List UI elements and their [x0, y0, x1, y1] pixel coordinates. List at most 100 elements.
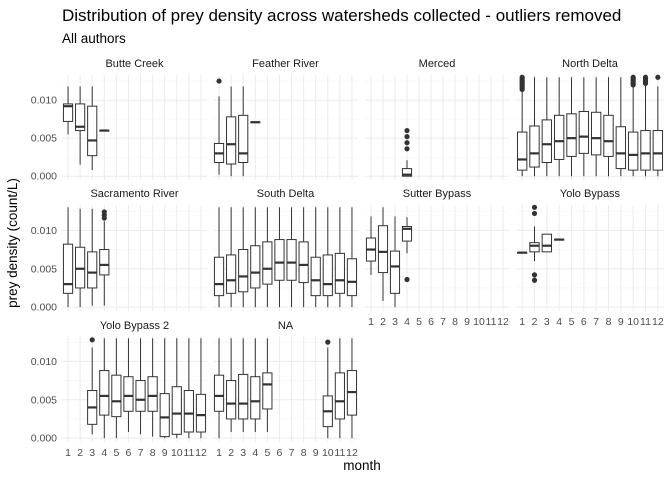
- panel-sacramento-river: Sacramento River 0.000 0.005 0.010: [31, 188, 207, 314]
- x-tick-label: 11: [486, 316, 497, 328]
- box-month-2: [529, 77, 540, 177]
- box-iqr: [541, 119, 553, 163]
- box-month-3: [238, 207, 249, 308]
- strip-label: Feather River: [252, 58, 319, 70]
- box-month-4: [99, 129, 110, 132]
- box-month-3: [541, 77, 553, 177]
- box-iqr: [195, 393, 207, 433]
- box-iqr: [171, 386, 182, 435]
- panel-butte-creek: Butte Creek 0.000 0.005 0.010: [31, 58, 207, 183]
- x-tick-label: 5: [113, 447, 119, 459]
- box-iqr: [627, 131, 639, 171]
- y-tick-label: 0.005: [31, 133, 57, 145]
- outlier-point: [630, 74, 636, 80]
- box-month-2: [226, 338, 237, 433]
- box-month-1: [365, 216, 377, 275]
- box-iqr: [346, 258, 358, 297]
- box-iqr: [262, 241, 273, 285]
- strip-label: South Delta: [257, 188, 315, 200]
- box-iqr: [322, 254, 333, 297]
- outlier-point: [404, 140, 410, 146]
- x-tick-label: 7: [440, 316, 446, 328]
- box-month-4: [99, 338, 110, 439]
- box-month-10: [322, 339, 333, 439]
- box-month-3: [541, 233, 553, 253]
- box-month-7: [135, 338, 146, 435]
- box-iqr: [213, 374, 225, 412]
- x-tick-label: 9: [618, 316, 624, 328]
- chart-subtitle: All authors: [62, 31, 126, 46]
- box-month-2: [75, 208, 86, 308]
- x-tick-label: 5: [264, 447, 270, 459]
- box-month-1: [62, 207, 74, 308]
- box-iqr: [389, 250, 401, 294]
- x-tick-label: 3: [89, 447, 95, 459]
- x-tick-label: 8: [150, 447, 156, 459]
- box-month-11: [334, 207, 345, 308]
- y-axis-title: prey density (count/L): [5, 178, 20, 308]
- box-month-3: [389, 216, 401, 308]
- box-month-3: [238, 86, 249, 177]
- box-month-8: [298, 207, 309, 308]
- box-iqr: [590, 111, 602, 156]
- panel-merced: Merced: [365, 58, 509, 180]
- box-month-7: [590, 77, 602, 177]
- box-iqr: [147, 376, 158, 412]
- box-month-4: [553, 77, 565, 177]
- x-tick-label: 1: [65, 447, 71, 459]
- box-iqr: [226, 116, 237, 165]
- x-tick-label: 7: [593, 316, 599, 328]
- box-month-12: [195, 338, 207, 439]
- box-iqr: [401, 226, 413, 242]
- box-month-2: [75, 86, 86, 165]
- y-tick-label: 0.000: [31, 302, 57, 314]
- x-tick-label: 8: [606, 316, 612, 328]
- box-iqr: [250, 245, 261, 289]
- box-month-5: [262, 207, 273, 308]
- box-month-1: [213, 338, 225, 439]
- box-month-6: [578, 77, 590, 177]
- box-month-5: [566, 77, 577, 177]
- x-tick-label: 7: [138, 447, 144, 459]
- box-iqr: [75, 246, 86, 289]
- box-month-1: [516, 251, 528, 254]
- box-month-12: [346, 338, 358, 439]
- chart-title: Distribution of prey density across wate…: [62, 6, 621, 25]
- x-tick-label: 3: [392, 316, 398, 328]
- x-tick-label: 2: [228, 447, 234, 459]
- box-month-11: [640, 74, 651, 177]
- y-tick-label: 0.010: [31, 95, 57, 107]
- box-iqr: [516, 131, 528, 171]
- box-iqr: [298, 241, 309, 284]
- box-iqr: [135, 380, 146, 412]
- x-tick-label: 12: [346, 447, 358, 459]
- box-month-1: [62, 86, 74, 135]
- x-tick-label: 6: [581, 316, 587, 328]
- box-month-10: [322, 207, 333, 308]
- x-tick-label: 11: [334, 447, 345, 459]
- x-tick-label: 6: [277, 447, 283, 459]
- box-month-12: [652, 74, 664, 177]
- box-iqr: [75, 103, 86, 132]
- box-iqr: [334, 252, 345, 294]
- x-tick-label: 3: [544, 316, 550, 328]
- outlier-point: [216, 78, 222, 84]
- box-iqr: [553, 114, 565, 160]
- box-iqr: [87, 105, 98, 157]
- box-month-2: [226, 207, 237, 308]
- x-tick-label: 8: [452, 316, 458, 328]
- x-tick-label: 12: [195, 447, 207, 459]
- box-month-2: [226, 86, 237, 177]
- box-month-4: [401, 217, 413, 283]
- x-tick-label: 1: [519, 316, 525, 328]
- box-iqr: [578, 111, 590, 154]
- box-iqr: [401, 168, 413, 177]
- facet-panels: Butte Creek 0.000 0.005 0.010 Feather River M…: [31, 58, 664, 459]
- box-month-5: [111, 338, 122, 439]
- box-month-4: [553, 238, 565, 241]
- box-month-8: [603, 77, 614, 177]
- outlier-point: [101, 209, 107, 215]
- box-iqr: [62, 103, 74, 122]
- x-tick-label: 6: [428, 316, 434, 328]
